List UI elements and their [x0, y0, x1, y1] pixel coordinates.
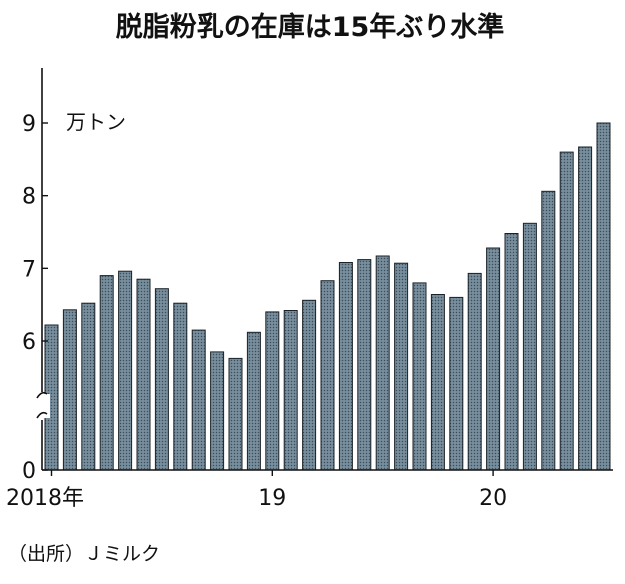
bar-2019-07 [375, 255, 390, 471]
x-tick-label-0: 2018年 [6, 486, 84, 511]
y-tick-label-6: 6 [22, 330, 36, 355]
source-note: （出所）Ｊミルク [8, 543, 160, 565]
bar-2018-06 [136, 278, 151, 471]
bar-2018-11 [228, 357, 243, 471]
bar-2020-07 [596, 122, 611, 471]
bar-2020-05 [559, 151, 574, 471]
bar-2018-02 [62, 309, 77, 471]
bar-2019-09 [412, 282, 427, 471]
y-tick-label-0: 0 [22, 459, 36, 484]
y-ticks: 9 8 7 6 0 [22, 112, 48, 484]
bar-2020-02 [504, 233, 519, 471]
x-tick-label-1: 19 [258, 486, 286, 511]
bar-2019-06 [357, 259, 372, 471]
bar-2019-12 [467, 272, 482, 471]
axis-break-mark [36, 391, 48, 419]
bar-2020-01 [486, 247, 501, 471]
bar-2018-12 [246, 331, 261, 471]
bar-2018-05 [118, 270, 133, 471]
bar-2019-04 [320, 280, 335, 471]
bar-2020-06 [578, 146, 593, 471]
bars [40, 122, 611, 471]
unit-label: 万トン [66, 110, 126, 134]
bar-2018-10 [210, 351, 225, 471]
bar-2019-08 [394, 262, 409, 471]
x-tick-label-2: 20 [479, 486, 507, 511]
bar-2018-09 [191, 329, 206, 471]
bar-2020-03 [522, 222, 537, 471]
bar-2019-03 [302, 299, 317, 471]
bar-2019-11 [449, 296, 464, 471]
bar-2019-05 [338, 262, 353, 471]
y-tick-label-8: 8 [22, 185, 36, 210]
bar-2019-01 [265, 311, 280, 471]
chart-title: 脱脂粉乳の在庫は15年ぶり水準 [116, 11, 505, 43]
bar-2020-04 [541, 190, 556, 471]
y-tick-label-9: 9 [22, 112, 36, 137]
bar-2018-04 [99, 275, 114, 471]
bar-2018-03 [81, 302, 96, 471]
x-ticks: 2018年 19 20 [6, 470, 507, 511]
bar-2018-08 [173, 302, 188, 471]
axis-break-gap [40, 394, 50, 418]
bar-2019-10 [430, 294, 445, 471]
bar-2018-07 [154, 288, 169, 471]
bar-2019-02 [283, 310, 298, 471]
y-tick-label-7: 7 [22, 257, 36, 282]
